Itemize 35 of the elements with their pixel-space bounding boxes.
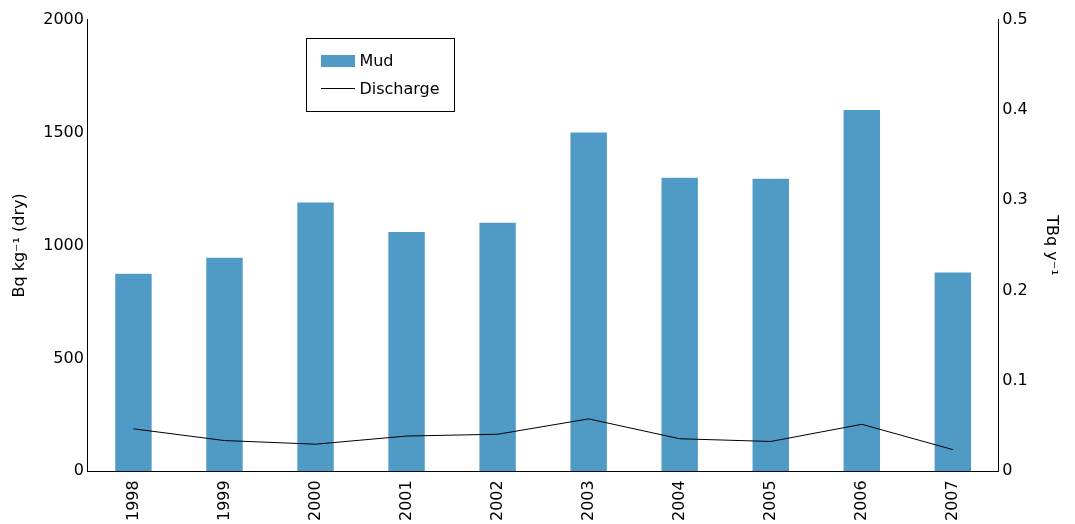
bar — [479, 222, 516, 472]
x-tick-label: 2004 — [668, 480, 688, 521]
y2-tick-label: 0.2 — [1002, 279, 1028, 299]
bar — [934, 272, 972, 472]
bar — [752, 178, 789, 472]
x-tick-label: 1998 — [122, 480, 142, 521]
x-tick-label: 2001 — [395, 480, 415, 521]
y2-tick-label: 0.1 — [1002, 370, 1028, 390]
y2-tick-label: 0.5 — [1002, 8, 1028, 28]
bar — [206, 257, 243, 472]
bar — [843, 109, 880, 472]
y-tick-label: 1000 — [43, 234, 84, 254]
y-tick-label: 1500 — [43, 121, 84, 141]
legend-label: Mud — [359, 51, 394, 71]
x-tick-label: 2003 — [577, 480, 597, 521]
bar — [115, 273, 152, 472]
bar — [297, 202, 334, 472]
bar — [661, 177, 698, 472]
y-tick-label: 2000 — [43, 8, 84, 28]
y2-tick-label: 0.3 — [1002, 189, 1028, 209]
bar — [570, 132, 607, 472]
x-tick-label: 2005 — [759, 480, 779, 521]
x-tick-label: 2002 — [486, 480, 506, 521]
y-tick-label: 500 — [53, 347, 84, 367]
y2-tick-label: 0.4 — [1002, 99, 1028, 119]
x-tick-label: 1999 — [213, 480, 233, 521]
bar — [388, 231, 425, 472]
legend-label: Discharge — [359, 79, 440, 99]
x-tick-label: 2006 — [850, 480, 870, 521]
x-tick-label: 2007 — [941, 480, 961, 521]
y2-axis-title: TBq y⁻¹ — [1043, 214, 1063, 276]
y2-tick-label: 0 — [1002, 460, 1013, 480]
y-axis-title: Bq kg⁻¹ (dry) — [8, 193, 28, 298]
x-tick-label: 2000 — [304, 480, 324, 521]
y-tick-label: 0 — [73, 460, 84, 480]
